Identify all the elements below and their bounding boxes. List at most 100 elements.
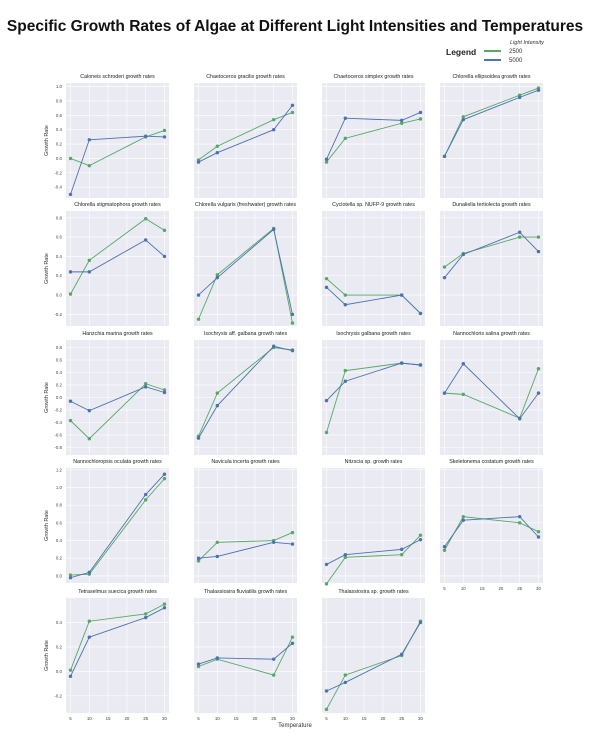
series-line-5000: [198, 345, 293, 439]
x-tick-label: 15: [106, 716, 111, 721]
subplot-title: Nannochloris salina growth rates: [453, 331, 530, 337]
subplot-background: [322, 83, 425, 198]
subplot-background: [66, 468, 169, 583]
data-point-2500: [290, 635, 295, 639]
data-point-5000: [68, 399, 73, 403]
data-point-2500: [162, 602, 167, 606]
series-line-2500: [198, 227, 293, 324]
series-line-2500: [70, 218, 165, 295]
subplot-background: [66, 83, 169, 198]
data-point-2500: [87, 437, 92, 441]
data-point-2500: [87, 258, 92, 262]
subplot-background: [66, 211, 169, 326]
series-line-2500: [70, 383, 165, 440]
subplot-8: Hanzchia marina growth rates -0.8 -0.6 -0.4…: [44, 331, 169, 455]
data-point-5000: [536, 249, 541, 254]
data-point-2500: [162, 476, 167, 481]
data-point-5000: [271, 657, 276, 661]
data-point-2500: [68, 668, 73, 672]
subplot-10: Isochrysis galbana growth rates: [322, 331, 425, 455]
series-line-5000: [198, 228, 293, 315]
x-tick-label: 25: [143, 716, 148, 721]
subplot-5: Chlorella vulgaris (freshwater) growth r…: [194, 202, 297, 326]
data-point-5000: [517, 514, 522, 519]
data-point-5000: [399, 293, 404, 297]
data-point-2500: [215, 273, 220, 277]
x-tick-label: 30: [290, 716, 295, 721]
data-point-2500: [324, 276, 329, 281]
data-point-5000: [290, 641, 295, 645]
data-point-5000: [418, 620, 423, 625]
series-line-5000: [444, 89, 539, 157]
series-line-5000: [326, 287, 421, 314]
y-tick-label: 0.0: [56, 395, 63, 400]
data-point-5000: [162, 472, 167, 476]
y-tick-label: 0.4: [56, 254, 63, 259]
data-point-2500: [162, 228, 167, 233]
y-tick-label: 0.0: [56, 669, 63, 674]
data-point-5000: [196, 160, 201, 164]
subplot-title: Isochrysis aff. galbana growth rates: [204, 331, 288, 337]
legend-swatch-2500: [484, 50, 501, 53]
series-line-5000: [326, 622, 421, 692]
subplot-3: Chlorella ellipsoidea growth rates: [440, 74, 543, 198]
data-point-2500: [461, 115, 466, 119]
data-point-5000: [343, 116, 348, 120]
subplot-9: Isochrysis aff. galbana growth rates: [194, 331, 297, 455]
data-point-5000: [343, 379, 348, 383]
data-point-5000: [143, 615, 148, 620]
x-tick-label: 5: [443, 586, 446, 591]
data-point-5000: [442, 154, 447, 159]
data-point-5000: [343, 680, 348, 685]
x-tick-label: 10: [343, 716, 348, 721]
data-point-5000: [290, 312, 295, 317]
series-line-2500: [198, 112, 293, 161]
data-point-5000: [68, 674, 73, 678]
data-point-5000: [162, 606, 167, 610]
legend-item-2500: 2500: [484, 49, 522, 55]
y-tick-label: 0.0: [56, 573, 63, 578]
data-point-2500: [162, 128, 167, 133]
data-point-5000: [87, 138, 92, 142]
data-point-5000: [517, 95, 522, 100]
data-point-5000: [536, 535, 541, 539]
series-line-5000: [326, 539, 421, 565]
data-point-5000: [290, 103, 295, 107]
legend-swatch-5000: [484, 59, 501, 62]
y-tick-label: -0.2: [54, 170, 62, 175]
x-tick-label: 10: [87, 716, 92, 721]
data-point-2500: [536, 367, 541, 371]
data-point-5000: [418, 363, 423, 367]
data-point-2500: [196, 559, 201, 563]
data-point-5000: [536, 88, 541, 92]
y-axis-label: Growth Rate: [44, 640, 50, 671]
series-line-5000: [70, 607, 165, 677]
data-point-5000: [517, 230, 522, 234]
series-line-5000: [326, 112, 421, 160]
subplot-13: Navicula incerta growth rates: [194, 459, 297, 583]
subplot-background: [194, 211, 297, 326]
legend-item-5000: 5000: [484, 58, 522, 64]
data-point-2500: [143, 217, 148, 221]
y-tick-label: 1.2: [56, 467, 63, 472]
subplot-16: Tetraselmus suecica growth rates -0.2 0.0 0…: [44, 589, 169, 721]
series-line-2500: [444, 87, 539, 157]
data-point-2500: [215, 540, 220, 545]
subplot-12: Nannochloropsis oculata growth rates 0.0 0…: [44, 459, 169, 583]
subplot-title: Skeletonema costatum growth rates: [449, 459, 534, 465]
subplot-0: Caloneis schroderi growth rates -0.4 -0.2 0…: [44, 74, 169, 198]
y-axis-label: Growth Rate: [44, 382, 50, 413]
series-line-5000: [198, 541, 293, 559]
data-point-5000: [215, 275, 220, 280]
data-point-5000: [461, 362, 466, 366]
data-point-2500: [215, 391, 220, 395]
subplot-title: Navicula incerta growth rates: [211, 459, 280, 465]
y-tick-label: 0.2: [56, 383, 63, 388]
data-point-5000: [517, 417, 522, 421]
data-point-5000: [343, 303, 348, 307]
series-line-5000: [326, 362, 421, 401]
data-point-5000: [290, 348, 295, 353]
data-point-5000: [324, 689, 329, 693]
data-point-5000: [324, 398, 329, 403]
x-tick-label: 10: [215, 716, 220, 721]
